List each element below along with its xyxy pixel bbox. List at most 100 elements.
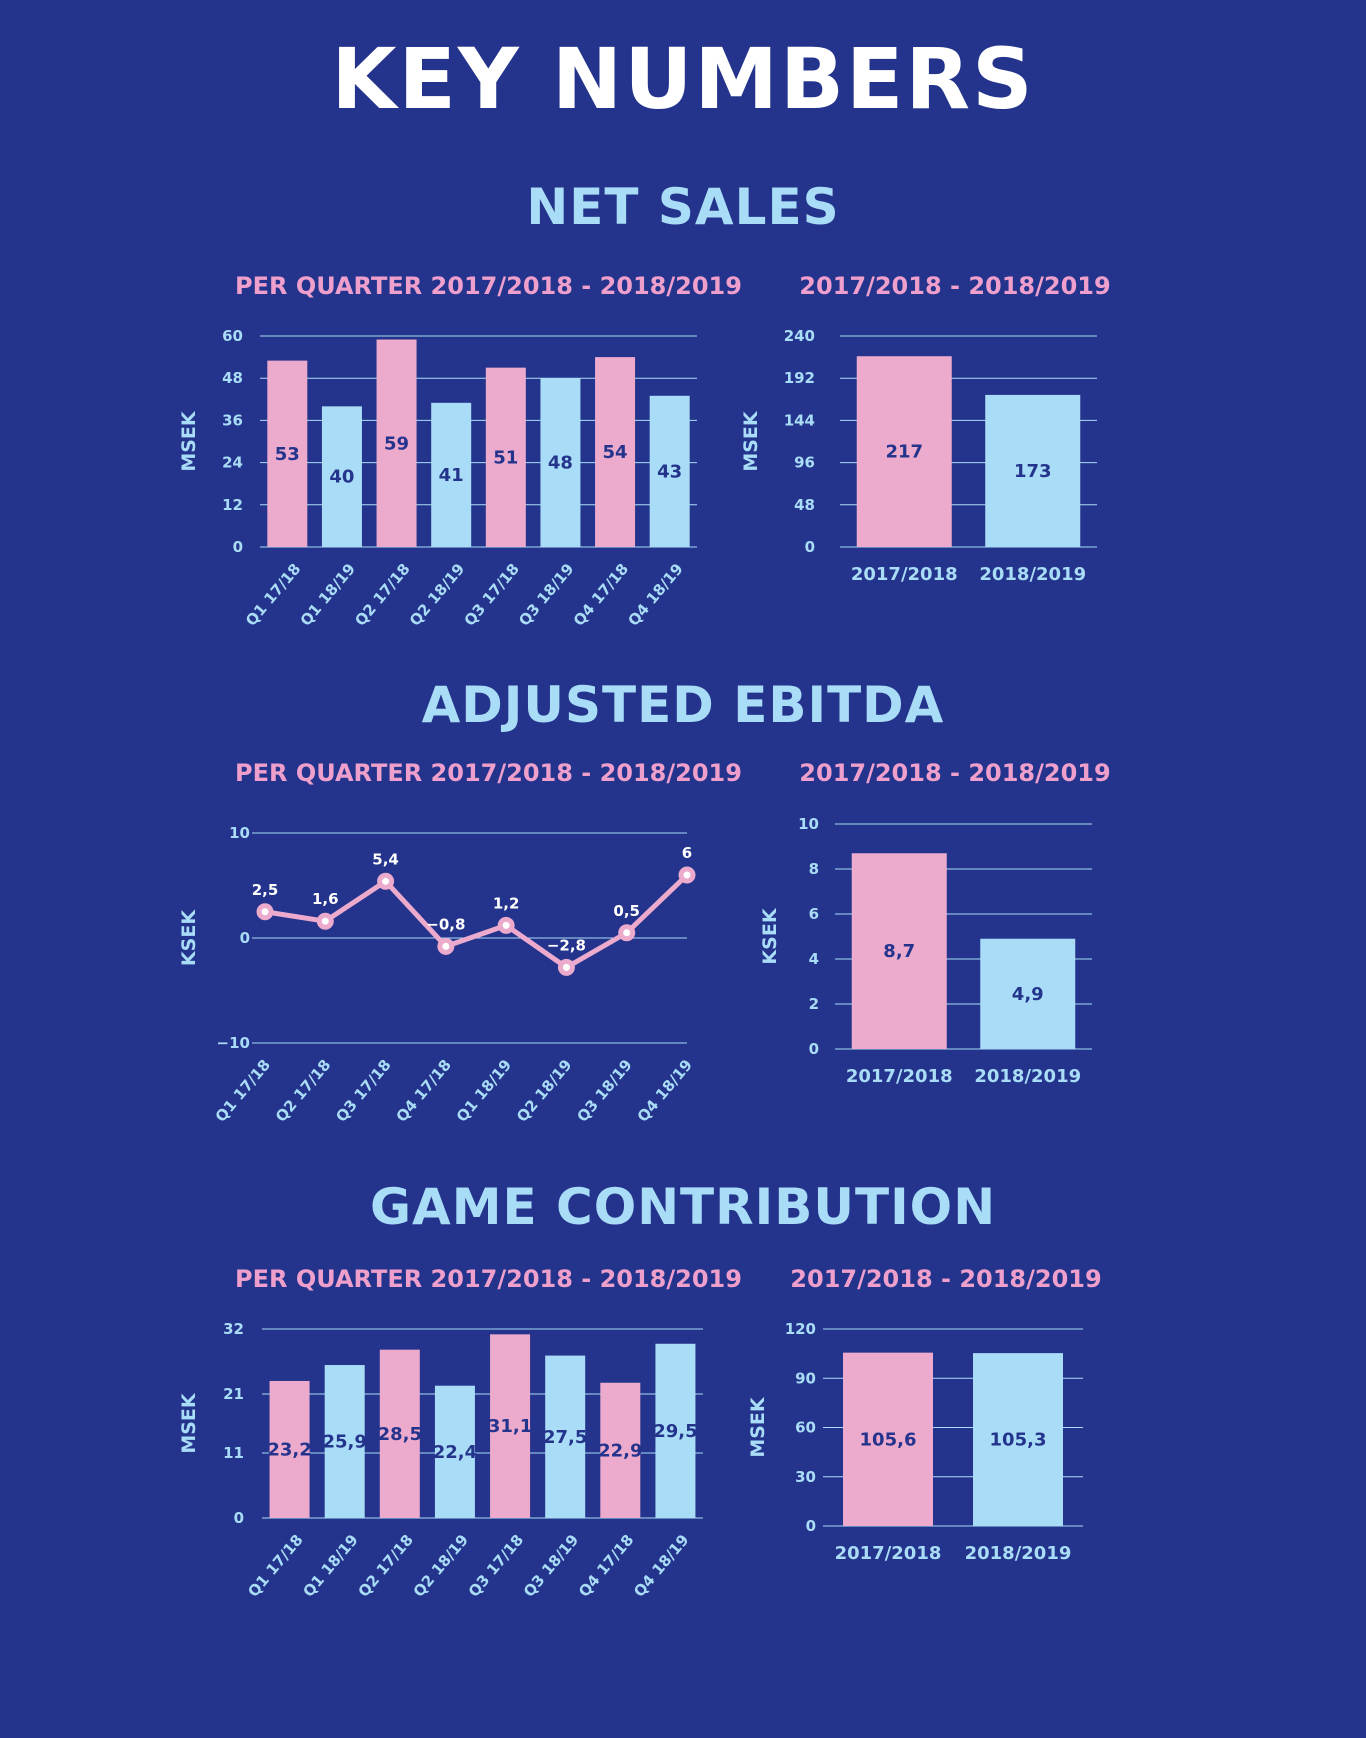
- section-title-adjusted-ebitda: ADJUSTED EBITDA: [421, 676, 945, 734]
- y-tick-label: 12: [222, 496, 243, 514]
- chart-subtitle-game-year: 2017/2018 - 2018/2019: [790, 1265, 1102, 1293]
- y-tick-label: 0: [805, 538, 815, 556]
- y-axis-label: KSEK: [178, 909, 200, 966]
- page-title: KEY NUMBERS: [331, 30, 1035, 128]
- y-tick-label: 30: [795, 1468, 816, 1486]
- y-axis-label: MSEK: [740, 410, 762, 472]
- data-point-center: [382, 877, 390, 885]
- bar-value-label: 40: [329, 467, 354, 488]
- x-tick-label: 2018/2019: [974, 1066, 1081, 1087]
- bar-value-label: 217: [885, 442, 923, 463]
- y-tick-label: 144: [784, 411, 815, 429]
- bar-value-label: 25,9: [322, 1432, 366, 1453]
- y-tick-label: 192: [784, 369, 815, 387]
- x-tick-label: 2017/2018: [835, 1543, 942, 1564]
- data-point-center: [321, 917, 329, 925]
- bar-value-label: 51: [493, 447, 518, 468]
- y-tick-label: 24: [222, 454, 243, 472]
- data-label: −2,8: [547, 936, 586, 954]
- bar: [649, 395, 690, 547]
- y-tick-label: 21: [223, 1385, 244, 1403]
- bar-value-label: 53: [275, 444, 300, 465]
- y-tick-label: 32: [223, 1320, 244, 1338]
- bar: [324, 1365, 365, 1518]
- y-tick-label: 11: [223, 1444, 244, 1462]
- y-tick-label: −10: [217, 1034, 250, 1052]
- x-tick-label: 2018/2019: [965, 1543, 1072, 1564]
- bar-value-label: 41: [439, 465, 464, 486]
- data-label: 1,2: [493, 894, 520, 912]
- bar: [269, 1380, 310, 1518]
- chart-subtitle-game-quarter: PER QUARTER 2017/2018 - 2018/2019: [235, 1265, 742, 1293]
- y-tick-label: 10: [798, 815, 819, 833]
- bar: [490, 1334, 531, 1518]
- bar: [985, 394, 1081, 547]
- bar: [267, 360, 308, 547]
- y-axis-label: MSEK: [178, 410, 200, 472]
- bar: [545, 1355, 586, 1518]
- bar: [973, 1353, 1063, 1526]
- y-tick-label: 120: [785, 1320, 816, 1338]
- bar-value-label: 27,5: [543, 1427, 587, 1448]
- bar: [431, 402, 472, 547]
- y-tick-label: 2: [809, 995, 819, 1013]
- chart-subtitle-net-sales-quarter: PER QUARTER 2017/2018 - 2018/2019: [235, 272, 742, 300]
- y-axis-label: KSEK: [759, 907, 781, 964]
- y-tick-label: 0: [233, 538, 243, 556]
- bar-value-label: 59: [384, 433, 409, 454]
- section-title-game-contribution: GAME CONTRIBUTION: [369, 1178, 997, 1236]
- data-point-center: [562, 963, 570, 971]
- y-tick-label: 6: [809, 905, 819, 923]
- bar-value-label: 23,2: [267, 1439, 311, 1460]
- chart-subtitle-net-sales-year: 2017/2018 - 2018/2019: [799, 272, 1111, 300]
- chart-subtitle-ebitda-quarter: PER QUARTER 2017/2018 - 2018/2019: [235, 759, 742, 787]
- y-tick-label: 36: [222, 411, 243, 429]
- x-tick-label: 2017/2018: [851, 564, 958, 585]
- x-tick-label: 2018/2019: [979, 564, 1086, 585]
- bar: [655, 1343, 696, 1518]
- data-point-center: [261, 908, 269, 916]
- bar: [843, 1352, 933, 1526]
- bar-value-label: 31,1: [488, 1416, 532, 1437]
- data-label: 1,6: [312, 890, 339, 908]
- y-tick-label: 60: [222, 327, 243, 345]
- y-tick-label: 0: [806, 1517, 816, 1535]
- y-tick-label: 0: [240, 929, 250, 947]
- data-label: 6: [682, 844, 692, 862]
- y-tick-label: 10: [229, 824, 250, 842]
- y-axis-label: MSEK: [747, 1396, 769, 1458]
- bar: [595, 357, 636, 547]
- bar-value-label: 4,9: [1012, 984, 1044, 1005]
- bar: [851, 853, 947, 1049]
- data-point-center: [623, 929, 631, 937]
- chart-subtitle-ebitda-year: 2017/2018 - 2018/2019: [799, 759, 1111, 787]
- y-tick-label: 96: [794, 454, 815, 472]
- bar-value-label: 28,5: [378, 1424, 422, 1445]
- data-point-center: [683, 871, 691, 879]
- bar-value-label: 29,5: [653, 1421, 697, 1442]
- data-label: 5,4: [372, 850, 399, 868]
- bar-value-label: 173: [1014, 461, 1052, 482]
- data-label: 2,5: [252, 881, 279, 899]
- bar-value-label: 105,3: [990, 1430, 1047, 1451]
- bar-value-label: 43: [657, 461, 682, 482]
- bar-value-label: 22,9: [598, 1440, 642, 1461]
- bar: [540, 378, 581, 547]
- bar-value-label: 105,6: [860, 1429, 917, 1450]
- y-axis-label: MSEK: [178, 1392, 200, 1454]
- bar-value-label: 48: [548, 453, 573, 474]
- bar: [600, 1382, 641, 1518]
- bar: [321, 406, 362, 547]
- bar: [376, 339, 417, 547]
- data-label: −0,8: [426, 915, 465, 933]
- bar: [485, 367, 526, 547]
- y-tick-label: 60: [795, 1419, 816, 1437]
- section-title-net-sales: NET SALES: [526, 178, 840, 236]
- bar: [379, 1349, 420, 1518]
- y-tick-label: 0: [234, 1509, 244, 1527]
- series-line: [264, 873, 689, 970]
